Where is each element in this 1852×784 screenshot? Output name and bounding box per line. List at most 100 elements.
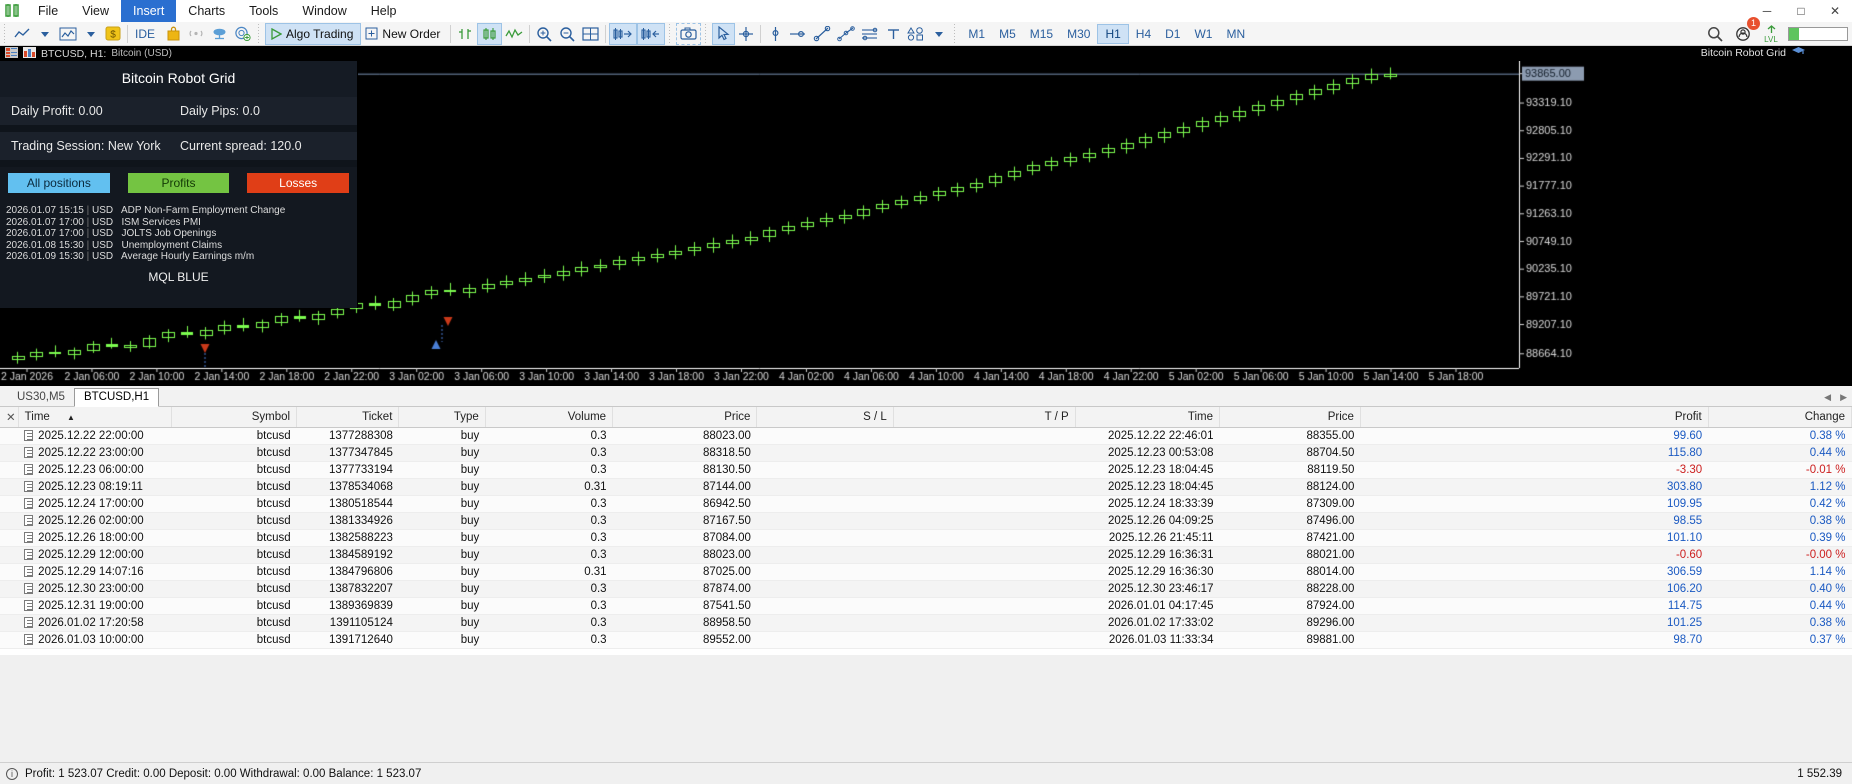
fibonacci-icon[interactable] bbox=[858, 23, 882, 45]
line-graph-icon[interactable] bbox=[502, 23, 526, 45]
timeframe-m30[interactable]: M30 bbox=[1067, 26, 1091, 41]
chart-shift-icon[interactable] bbox=[637, 22, 666, 45]
algo-trading-button[interactable]: Algo Trading bbox=[265, 22, 362, 45]
table-row[interactable]: 2025.12.30 23:00:00 btcusd 1387832207 buy 0.… bbox=[0, 580, 1852, 598]
screenshot-icon[interactable] bbox=[676, 22, 702, 45]
minimize-icon[interactable]: ─ bbox=[1762, 4, 1772, 18]
row-close-button[interactable] bbox=[0, 580, 19, 598]
shapes-icon[interactable] bbox=[904, 23, 928, 45]
grid-layout-icon[interactable] bbox=[579, 23, 602, 45]
th-change[interactable]: Change bbox=[1708, 407, 1852, 428]
th-price-close[interactable]: Price bbox=[1219, 407, 1361, 428]
menu-item-tools[interactable]: Tools bbox=[249, 4, 279, 18]
table-row[interactable]: 2025.12.22 23:00:00 btcusd 1377347845 buy 0.… bbox=[0, 444, 1852, 462]
search-icon[interactable] bbox=[1704, 23, 1726, 45]
row-close-button[interactable] bbox=[0, 495, 19, 513]
timeframe-m15[interactable]: M15 bbox=[1029, 26, 1054, 41]
th-type[interactable]: Type bbox=[398, 407, 486, 428]
table-row[interactable]: 2025.12.22 22:00:00 btcusd 1377288308 buy 0.… bbox=[0, 427, 1852, 445]
row-close-button[interactable] bbox=[0, 512, 19, 530]
menu-item-charts[interactable]: Charts bbox=[188, 4, 226, 18]
tab-next-arrow-icon[interactable]: ▶ bbox=[1840, 392, 1847, 402]
th-symbol[interactable]: Symbol bbox=[171, 407, 298, 428]
timeframe-w1[interactable]: W1 bbox=[1194, 26, 1213, 41]
bar-chart-icon[interactable] bbox=[454, 23, 477, 45]
row-close-button[interactable] bbox=[0, 614, 19, 632]
table-row[interactable]: 2025.12.23 06:00:00 btcusd 1377733194 buy 0.… bbox=[0, 461, 1852, 479]
line-chart-icon[interactable] bbox=[11, 23, 34, 45]
row-close-button[interactable] bbox=[0, 631, 19, 649]
auto-scroll-icon[interactable] bbox=[609, 22, 638, 45]
notifications-icon[interactable]: 1 bbox=[1732, 17, 1760, 45]
profits-button[interactable]: Profits bbox=[127, 173, 230, 193]
menu-item-file[interactable]: File bbox=[38, 4, 59, 18]
table-row[interactable]: 2026.01.02 17:20:58 btcusd 1391105124 buy 0.… bbox=[0, 614, 1852, 632]
all-positions-button[interactable]: All positions bbox=[8, 173, 110, 193]
table-row[interactable]: 2025.12.26 02:00:00 btcusd 1381334926 buy 0.… bbox=[0, 512, 1852, 530]
lvl-indicator-icon[interactable]: LVL bbox=[1760, 23, 1782, 45]
market-bag-icon[interactable] bbox=[162, 23, 184, 45]
toolbar-grip-2[interactable] bbox=[256, 23, 264, 44]
menu-item-insert[interactable]: Insert bbox=[121, 0, 177, 22]
row-close-button[interactable] bbox=[0, 563, 19, 581]
ide-button[interactable]: IDE bbox=[135, 26, 156, 41]
row-close-button[interactable] bbox=[0, 461, 19, 479]
th-take-profit[interactable]: T / P bbox=[893, 407, 1076, 428]
menu-item-view[interactable]: View bbox=[82, 4, 110, 18]
timeframe-h4[interactable]: H4 bbox=[1135, 26, 1152, 41]
new-order-button[interactable]: New Order bbox=[361, 23, 447, 45]
crosshair-icon[interactable] bbox=[735, 23, 757, 45]
close-all-header[interactable]: ✕ bbox=[0, 407, 19, 428]
losses-button[interactable]: Losses bbox=[247, 173, 350, 193]
toolbar-grip[interactable] bbox=[2, 23, 9, 44]
dollar-icon[interactable]: $ bbox=[102, 23, 124, 45]
table-row[interactable]: 2026.01.03 10:00:00 btcusd 1391712640 buy 0.… bbox=[0, 631, 1852, 649]
table-row[interactable]: 2025.12.31 19:00:00 btcusd 1389369839 buy 0.… bbox=[0, 597, 1852, 615]
zoom-in-icon[interactable] bbox=[533, 23, 556, 45]
table-row[interactable]: 2025.12.29 14:07:16 btcusd 1384796806 buy 0.… bbox=[0, 563, 1852, 581]
timeframe-h1[interactable]: H1 bbox=[1097, 23, 1129, 44]
close-icon[interactable]: ✕ bbox=[1829, 4, 1841, 18]
table-row[interactable]: 2025.12.26 18:00:00 btcusd 1382588223 buy 0.… bbox=[0, 529, 1852, 547]
table-row[interactable]: 2025.12.29 12:00:00 btcusd 1384589192 buy 0.… bbox=[0, 546, 1852, 564]
connection-strength-bar[interactable] bbox=[1788, 27, 1848, 41]
row-close-button[interactable] bbox=[0, 478, 19, 496]
horizontal-line-icon[interactable] bbox=[786, 23, 810, 45]
chart-tab-us30[interactable]: US30,M5 bbox=[17, 391, 65, 403]
row-close-button[interactable] bbox=[0, 529, 19, 547]
th-price-open[interactable]: Price bbox=[612, 407, 758, 428]
toolbar-grip-3[interactable] bbox=[667, 23, 675, 44]
row-close-button[interactable] bbox=[0, 597, 19, 615]
timeframe-d1[interactable]: D1 bbox=[1165, 26, 1181, 41]
chart-type-icon[interactable] bbox=[23, 46, 36, 61]
menu-item-window[interactable]: Window bbox=[302, 4, 347, 18]
th-stop-loss[interactable]: S / L bbox=[756, 407, 894, 428]
polyline-icon[interactable] bbox=[834, 23, 858, 45]
chart-window[interactable]: BTCUSD, H1: Bitcoin (USD) Bitcoin Robot … bbox=[0, 46, 1852, 386]
trades-panel[interactable]: ✕ Time ▲ Symbol Ticket Type Volume Price… bbox=[0, 407, 1852, 655]
th-time-close[interactable]: Time bbox=[1075, 407, 1220, 428]
toolbar-grip-5[interactable] bbox=[952, 23, 960, 44]
maximize-icon[interactable]: □ bbox=[1797, 4, 1805, 18]
zoom-out-icon[interactable] bbox=[556, 23, 579, 45]
vps-cloud-icon[interactable] bbox=[208, 23, 231, 45]
menu-item-help[interactable]: Help bbox=[370, 4, 397, 18]
th-profit[interactable]: Profit bbox=[1360, 407, 1709, 428]
expert-advisor-icon[interactable] bbox=[1791, 46, 1806, 60]
toolbar-grip-4[interactable] bbox=[703, 23, 711, 44]
table-row[interactable]: 2025.12.23 08:19:11 btcusd 1378534068 buy 0.… bbox=[0, 478, 1852, 496]
timeframe-mn[interactable]: MN bbox=[1226, 26, 1246, 41]
text-label-icon[interactable] bbox=[882, 23, 904, 45]
market-watch-icon[interactable] bbox=[5, 46, 18, 61]
vertical-line-icon[interactable] bbox=[764, 23, 786, 45]
row-close-button[interactable] bbox=[0, 444, 19, 462]
trendline-icon[interactable] bbox=[810, 23, 834, 45]
tab-prev-arrow-icon[interactable]: ◀ bbox=[1824, 392, 1832, 402]
candlestick-chart-icon[interactable] bbox=[477, 22, 503, 45]
chevron-down-icon-2[interactable] bbox=[80, 23, 102, 45]
th-volume[interactable]: Volume bbox=[485, 407, 614, 428]
chevron-down-icon[interactable] bbox=[34, 23, 56, 45]
row-close-button[interactable] bbox=[0, 546, 19, 564]
chart-tab-btcusd[interactable]: BTCUSD,H1 bbox=[73, 388, 160, 407]
th-ticket[interactable]: Ticket bbox=[296, 407, 400, 428]
